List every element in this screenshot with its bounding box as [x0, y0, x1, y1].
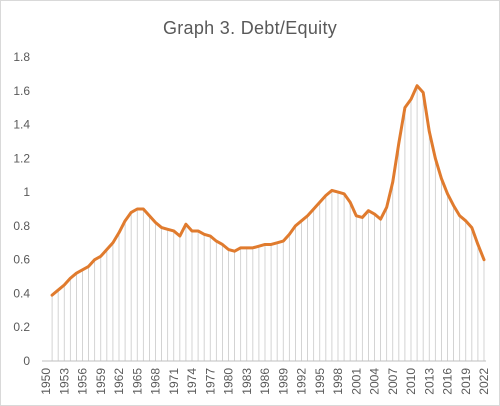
x-tick-label: 2019	[459, 368, 473, 395]
x-tick-label: 2004	[368, 368, 382, 395]
y-tick-label: 0.8	[13, 219, 30, 233]
x-tick-label: 1989	[276, 368, 290, 395]
x-tick-label: 1950	[39, 368, 53, 395]
chart-title: Graph 3. Debt/Equity	[162, 18, 338, 38]
x-tick-label: 2013	[422, 368, 436, 395]
y-tick-label: 1.6	[13, 84, 30, 98]
x-tick-label: 2001	[349, 368, 363, 395]
x-tick-label: 1998	[331, 368, 345, 395]
y-tick-label: 0	[23, 354, 30, 368]
y-tick-label: 1.2	[13, 151, 30, 165]
x-tick-label: 1959	[94, 368, 108, 395]
y-tick-label: 0.6	[13, 253, 30, 267]
x-tick-label: 1965	[130, 368, 144, 395]
x-tick-label: 2007	[386, 368, 400, 395]
x-tick-label: 1977	[203, 368, 217, 395]
y-tick-label: 0.2	[13, 320, 30, 334]
x-tick-label: 1992	[295, 368, 309, 395]
y-tick-labels: 0 0.2 0.4 0.6 0.8 1 1.2 1.4 1.6 1.8	[13, 50, 30, 368]
x-tick-label: 1968	[149, 368, 163, 395]
x-tick-label: 2016	[441, 368, 455, 395]
x-tick-label: 1986	[258, 368, 272, 395]
y-tick-label: 0.4	[13, 286, 30, 300]
debt-equity-line	[50, 84, 486, 297]
x-tick-label: 1995	[313, 368, 327, 395]
x-tick-label: 1953	[57, 368, 71, 395]
y-tick-label: 1	[23, 185, 30, 199]
x-tick-label: 1971	[167, 368, 181, 395]
x-tick-label: 2010	[404, 368, 418, 395]
x-tick-label: 1956	[76, 368, 90, 395]
y-tick-label: 1.4	[13, 118, 30, 132]
x-tick-label: 1962	[112, 368, 126, 395]
x-tick-label: 2022	[477, 368, 491, 395]
drop-lines	[51, 85, 485, 361]
y-tick-label: 1.8	[13, 50, 30, 64]
x-tick-label: 1983	[240, 368, 254, 395]
x-tick-label: 1974	[185, 368, 199, 395]
x-tick-labels: 1950 1953 1956 1959 1962 1965 1968 1971 1974 1977…	[39, 368, 491, 395]
x-tick-label: 1980	[222, 368, 236, 395]
